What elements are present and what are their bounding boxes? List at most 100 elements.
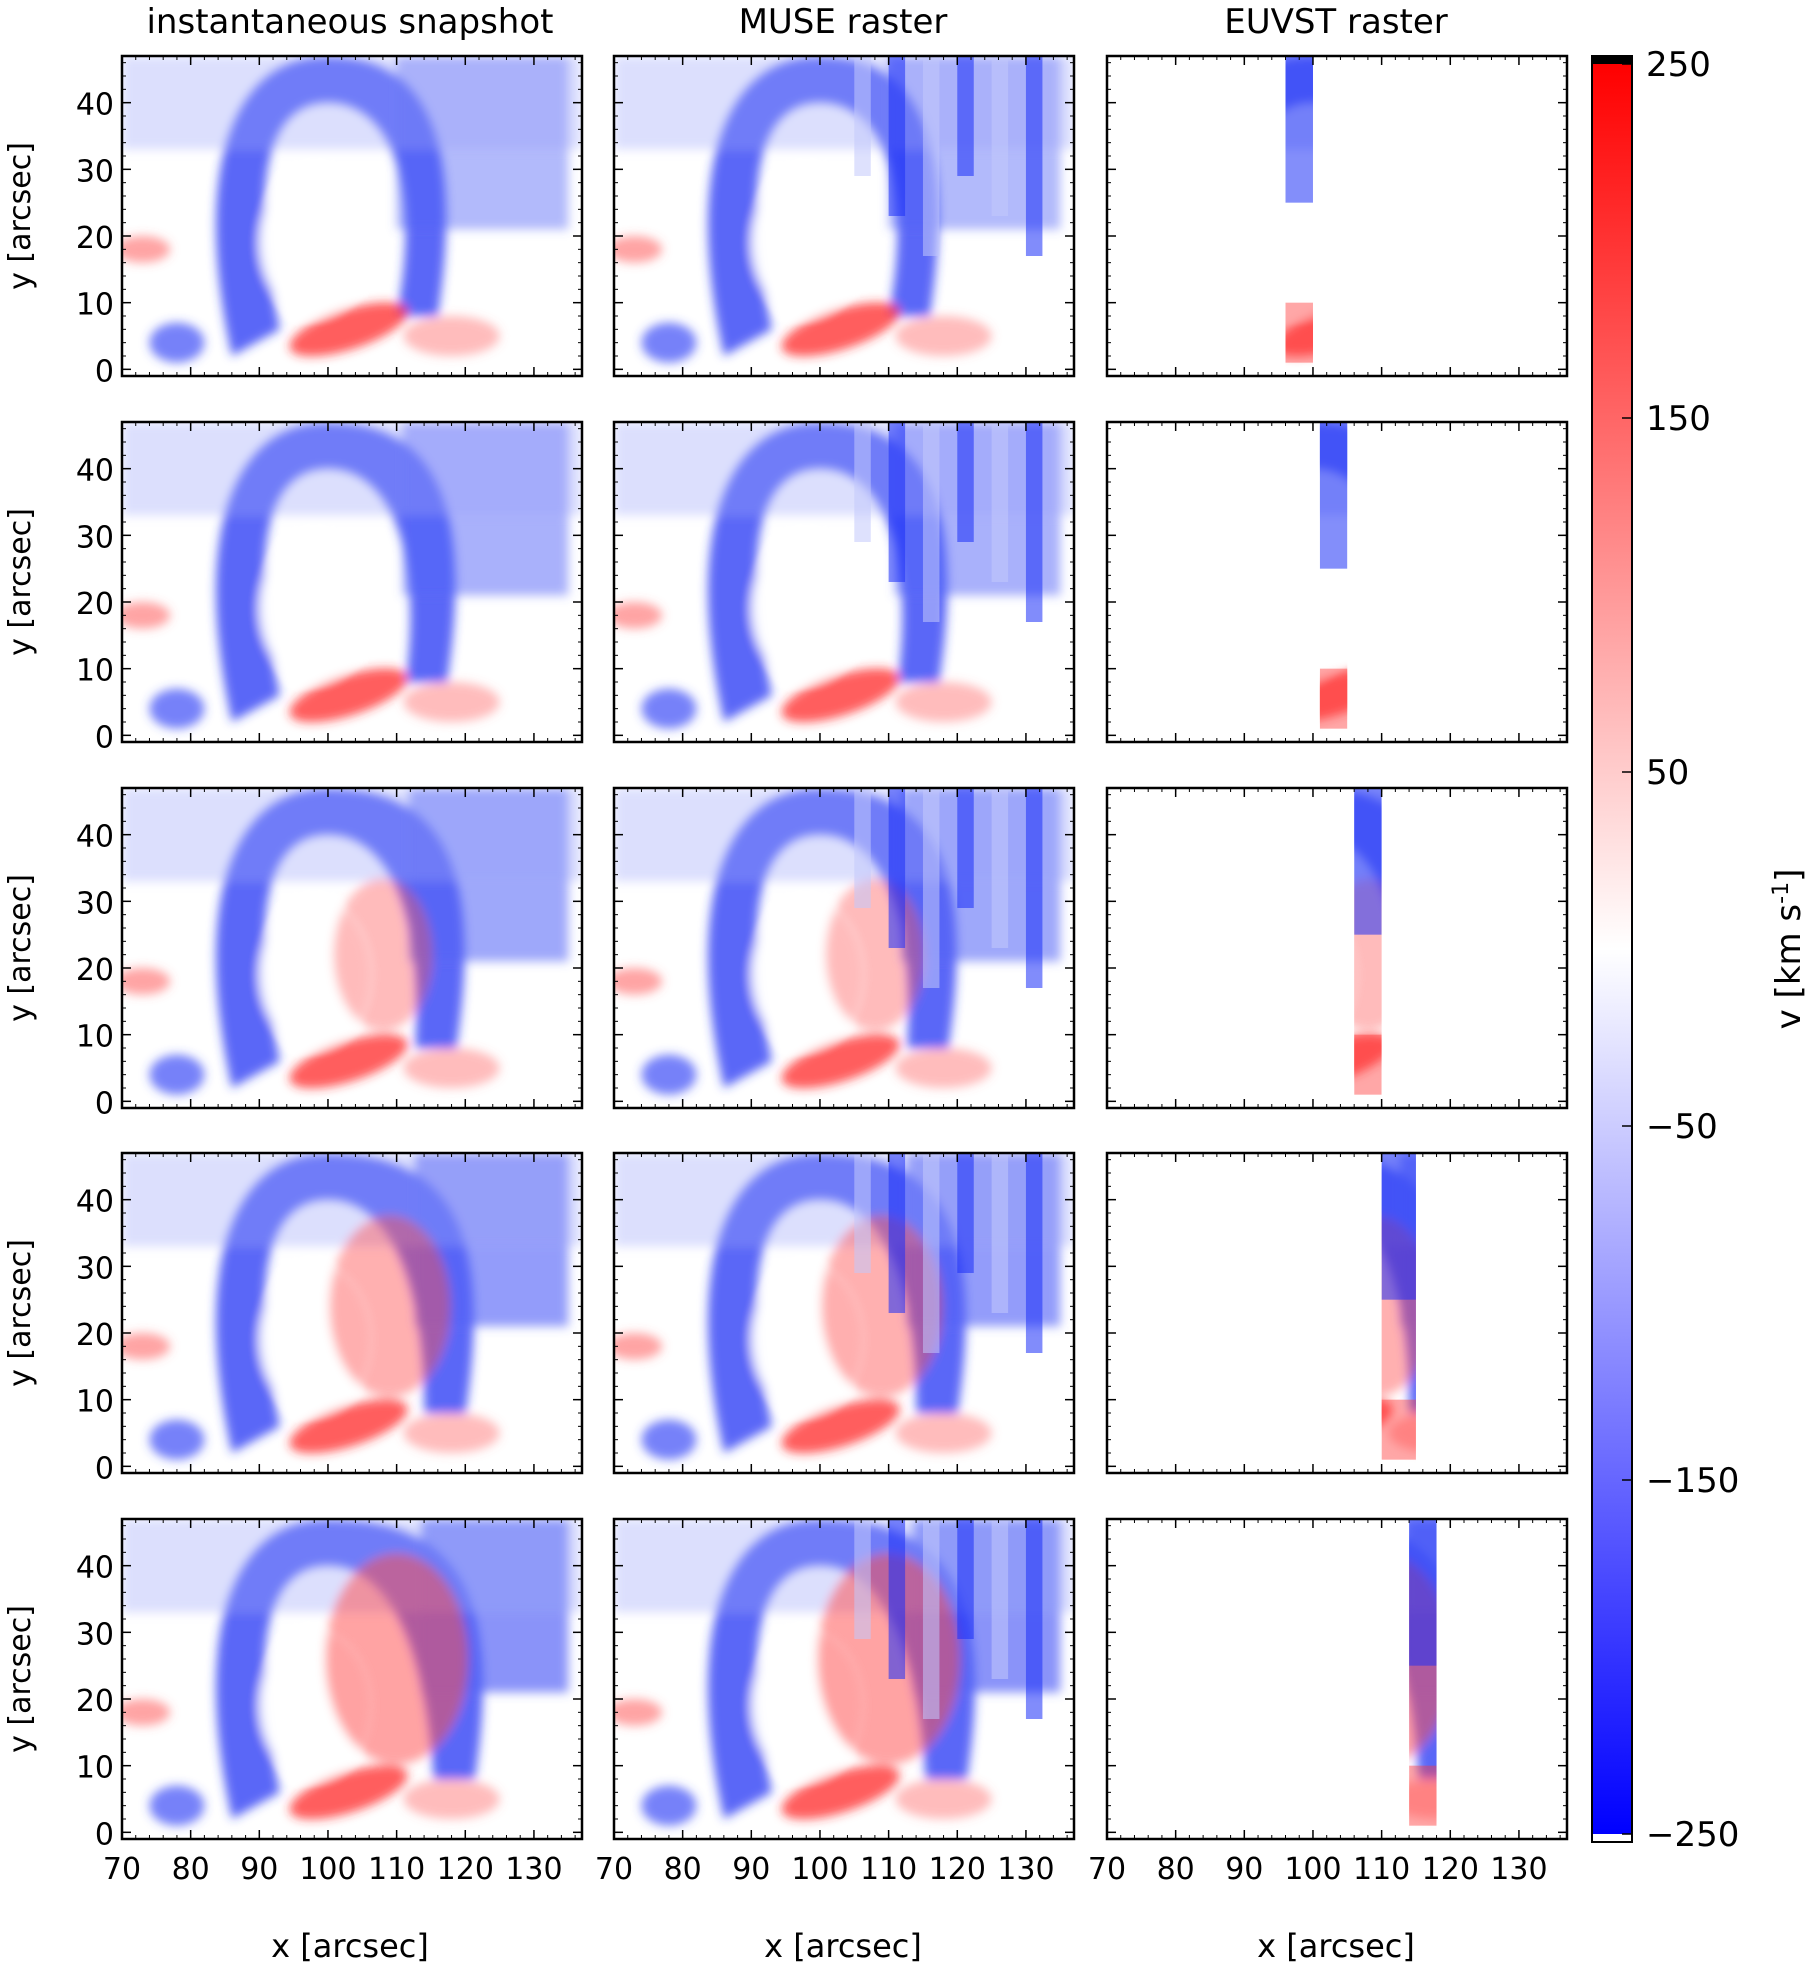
y-tick-label: 20 (76, 221, 114, 256)
panel-frame (120, 1151, 584, 1475)
x-tick-label: 70 (595, 1852, 633, 1887)
x-tick-label: 100 (791, 1852, 848, 1887)
euvst-slit-strip (1409, 1519, 1437, 1826)
x-axis-label-col1: x [arcsec] (271, 1927, 429, 1965)
velocity-map (122, 422, 582, 729)
velocity-map (614, 1519, 1074, 1826)
velocity-map (122, 788, 582, 1095)
colorbar-tick-label: −150 (1646, 1461, 1739, 1501)
panel-frame (612, 1151, 1076, 1475)
x-tick-label: 100 (299, 1852, 356, 1887)
x-tick-label: 100 (1284, 1852, 1341, 1887)
velocity-map (1354, 788, 1382, 1095)
x-axis-label-col3: x [arcsec] (1257, 1927, 1415, 1965)
velocity-map (1285, 56, 1313, 363)
x-tick-label: 70 (103, 1852, 141, 1887)
x-tick-label: 110 (368, 1852, 425, 1887)
x-tick-label: 110 (860, 1852, 917, 1887)
panel-r2-c2 (612, 420, 1076, 744)
y-tick-label: 20 (76, 1684, 114, 1719)
y-tick-label: 20 (76, 953, 114, 988)
panel-frame (1105, 1151, 1569, 1475)
panel-frame (612, 1517, 1076, 1841)
panel-r1-c1: 0 10 20 30 40 y [arcsec] (3, 54, 584, 389)
column-title-snapshot: instantaneous snapshot (146, 2, 553, 42)
panel-frame (1105, 420, 1569, 744)
colorbar-gradient (1592, 64, 1632, 1834)
column-title-muse: MUSE raster (739, 2, 948, 42)
velocity-map (122, 1153, 582, 1460)
y-tick-label: 30 (76, 1617, 114, 1652)
x-tick-label: 130 (997, 1852, 1054, 1887)
panel-r3-c2 (612, 786, 1076, 1110)
panel-r4-c1: 0 10 20 30 40 y [arcsec] (3, 1151, 584, 1486)
y-tick-label: 0 (95, 1817, 114, 1852)
x-tick-label: 130 (1490, 1852, 1547, 1887)
y-axis-label: y [arcsec] (3, 1605, 38, 1753)
panel-r5-c2: 70 80 90 100 110 120 130 (595, 1517, 1076, 1887)
euvst-slit-strip (1354, 788, 1382, 1095)
panel-frame (612, 54, 1076, 378)
y-tick-label: 40 (76, 454, 114, 489)
colorbar-tick-label: 50 (1646, 753, 1689, 793)
velocity-map (1381, 1153, 1416, 1460)
velocity-map (614, 788, 1074, 1095)
panel-r2-c3 (1105, 420, 1569, 744)
x-tick-label: 90 (1225, 1852, 1263, 1887)
panel-r5-c3: 70 80 90 100 110 120 130 (1088, 1517, 1569, 1887)
panel-grid: 0 10 20 30 40 y [arcsec] 0 10 20 30 40 y [arcsec] 0 1… (3, 54, 1569, 1887)
panel-frame (120, 786, 584, 1110)
panel-frame (612, 420, 1076, 744)
y-tick-label: 10 (76, 288, 114, 323)
y-tick-label: 0 (95, 1086, 114, 1121)
x-tick-label: 120 (929, 1852, 986, 1887)
panel-r3-c1: 0 10 20 30 40 y [arcsec] (3, 786, 584, 1121)
x-tick-label: 110 (1353, 1852, 1410, 1887)
velocity-map (614, 56, 1074, 363)
x-tick-label: 80 (664, 1852, 702, 1887)
panel-frame (612, 786, 1076, 1110)
velocity-map (614, 1153, 1074, 1460)
y-tick-label: 20 (76, 587, 114, 622)
y-tick-label: 40 (76, 88, 114, 123)
x-tick-label: 70 (1088, 1852, 1126, 1887)
y-tick-label: 20 (76, 1318, 114, 1353)
column-title-euvst: EUVST raster (1224, 2, 1448, 42)
y-axis-label: y [arcsec] (3, 142, 38, 290)
y-axis-label: y [arcsec] (3, 508, 38, 656)
panel-r5-c1: 0 10 20 30 40 y [arcsec] 70 80 90 100 110 120 130 (3, 1517, 584, 1887)
velocity-map (122, 56, 582, 363)
colorbar-tick-label: 250 (1646, 45, 1711, 85)
x-tick-label: 80 (172, 1852, 210, 1887)
colorbar: 250 150 50 −50 −150 −250 v [km s-1] (1591, 45, 1809, 1855)
x-tick-label: 90 (240, 1852, 278, 1887)
y-tick-label: 0 (95, 354, 114, 389)
panel-r2-c1: 0 10 20 30 40 y [arcsec] (3, 420, 584, 755)
panel-frame (1105, 1517, 1569, 1841)
panel-r1-c3 (1105, 54, 1569, 378)
y-tick-label: 40 (76, 1185, 114, 1220)
y-tick-label: 40 (76, 1551, 114, 1586)
colorbar-tick-label: 150 (1646, 399, 1711, 439)
euvst-slit-strip (1381, 1153, 1416, 1460)
y-tick-label: 10 (76, 1385, 114, 1420)
velocity-map (122, 1519, 582, 1826)
y-axis-label: y [arcsec] (3, 1239, 38, 1387)
y-tick-label: 10 (76, 1020, 114, 1055)
y-tick-label: 30 (76, 1251, 114, 1286)
y-tick-label: 30 (76, 520, 114, 555)
panel-r1-c2 (612, 54, 1076, 378)
panel-frame (1105, 54, 1569, 378)
panel-frame (120, 54, 584, 378)
panel-frame (1105, 786, 1569, 1110)
velocity-map (1409, 1519, 1437, 1826)
velocity-map (1319, 422, 1348, 729)
x-tick-label: 120 (437, 1852, 494, 1887)
velocity-map (614, 422, 1074, 729)
colorbar-frame (1591, 55, 1633, 1843)
panel-r4-c2 (612, 1151, 1076, 1475)
x-tick-label: 90 (732, 1852, 770, 1887)
y-tick-label: 30 (76, 154, 114, 189)
euvst-slit-strip (1285, 56, 1313, 363)
